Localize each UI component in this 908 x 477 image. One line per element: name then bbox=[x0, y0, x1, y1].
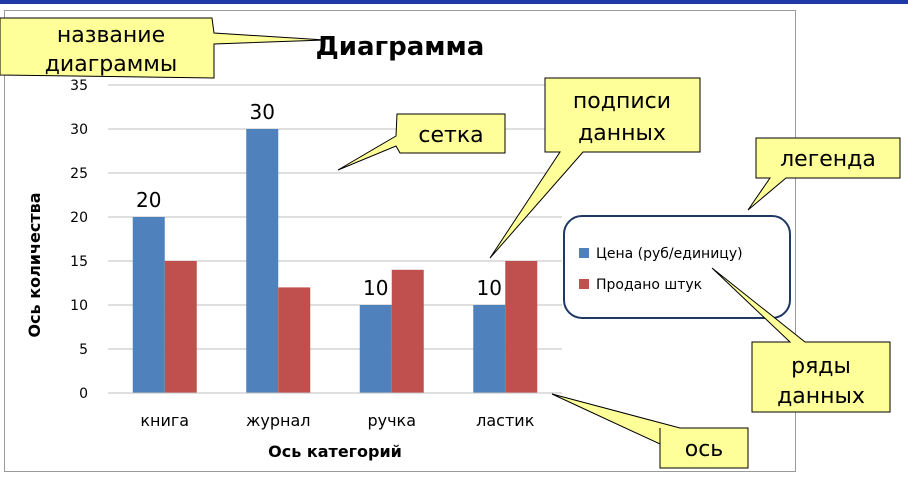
callout-legend: легенда bbox=[747, 137, 901, 211]
data-label: 10 bbox=[477, 276, 502, 300]
y-tick-label: 35 bbox=[70, 78, 88, 94]
callout-title-name: название диаграммы bbox=[0, 17, 326, 79]
callout-data-labels-line2: данных bbox=[578, 121, 666, 146]
bar-price bbox=[359, 305, 392, 393]
category-labels: книга журнал ручка ластик bbox=[140, 411, 534, 430]
y-axis-title: Ось количества bbox=[25, 192, 44, 337]
callout-title-name-line2: диаграммы bbox=[45, 52, 178, 77]
data-labels: 20 30 10 10 bbox=[136, 100, 502, 300]
callout-grid-text: сетка bbox=[418, 123, 483, 148]
data-label: 10 bbox=[363, 276, 388, 300]
chart-title: Диаграмма bbox=[316, 32, 485, 62]
callout-title-name-line1: название bbox=[57, 23, 165, 48]
bar-price bbox=[473, 305, 506, 393]
y-tick-label: 25 bbox=[70, 166, 88, 182]
legend-label-sold: Продано штук bbox=[596, 277, 702, 293]
legend-swatch-price bbox=[579, 248, 589, 258]
callout-legend-text: легенда bbox=[780, 147, 876, 172]
callout-series-line2: данных bbox=[777, 384, 865, 409]
bar-price bbox=[132, 217, 165, 393]
legend: Цена (руб/единицу) Продано штук bbox=[563, 215, 791, 319]
y-tick-label: 30 bbox=[70, 122, 88, 138]
legend-box bbox=[563, 215, 791, 319]
category-label: книга bbox=[140, 411, 189, 430]
category-label: журнал bbox=[246, 411, 311, 430]
y-tick-label: 5 bbox=[79, 342, 88, 358]
callout-axis-text: ось bbox=[685, 437, 724, 462]
bar-price bbox=[246, 129, 279, 393]
data-label: 30 bbox=[250, 100, 275, 124]
bar-sold bbox=[278, 287, 311, 393]
callout-series: ряды данных bbox=[711, 267, 891, 413]
category-label: ластик bbox=[476, 411, 535, 430]
bars bbox=[132, 129, 538, 393]
y-tick-label: 20 bbox=[70, 210, 88, 226]
y-axis-ticks: 0 5 10 15 20 25 30 35 bbox=[70, 78, 88, 402]
y-tick-label: 10 bbox=[70, 298, 88, 314]
callout-axis: ось bbox=[551, 393, 749, 469]
x-axis-title: Ось категорий bbox=[268, 442, 402, 461]
legend-swatch-sold bbox=[579, 279, 589, 289]
top-accent-bar bbox=[0, 0, 908, 4]
callout-series-line1: ряды bbox=[791, 354, 851, 379]
callout-data-labels: подписи данных bbox=[489, 77, 701, 259]
callout-grid: сетка bbox=[337, 113, 506, 171]
y-tick-label: 15 bbox=[70, 254, 88, 270]
y-tick-label: 0 bbox=[79, 386, 88, 402]
bar-sold bbox=[164, 261, 197, 393]
bar-sold bbox=[505, 261, 538, 393]
data-label: 20 bbox=[136, 188, 161, 212]
callout-data-labels-line1: подписи bbox=[573, 89, 671, 114]
legend-label-price: Цена (руб/единицу) bbox=[596, 246, 743, 262]
category-label: ручка bbox=[367, 411, 416, 430]
bar-sold bbox=[391, 269, 424, 393]
